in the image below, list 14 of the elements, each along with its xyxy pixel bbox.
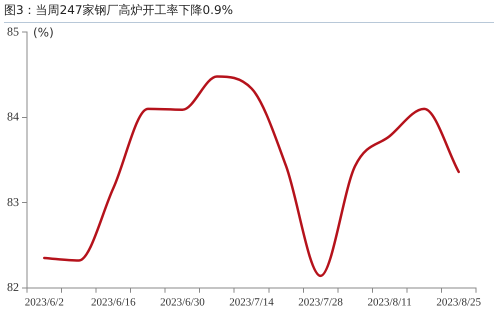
y-tick-label: 85	[7, 24, 19, 38]
x-tick-label: 2023/6/30	[160, 296, 206, 308]
y-tick-label: 83	[7, 194, 19, 209]
x-tick-label: 2023/7/28	[298, 296, 344, 308]
chart-title: 图3：当周247家钢厂高炉开工率下降0.9%	[4, 2, 494, 23]
line-series	[43, 75, 460, 278]
x-tick-label: 2023/6/2	[24, 296, 64, 308]
x-tick-label: 2023/8/25	[436, 296, 482, 308]
x-tick-label: 2023/8/11	[368, 296, 412, 308]
x-tick-label: 2023/6/16	[91, 296, 136, 308]
y-tick-label: 84	[7, 110, 19, 124]
y-axis-title: (%)	[33, 25, 54, 40]
y-tick-label: 82	[7, 280, 19, 294]
x-tick-label: 2023/7/14	[229, 296, 274, 308]
